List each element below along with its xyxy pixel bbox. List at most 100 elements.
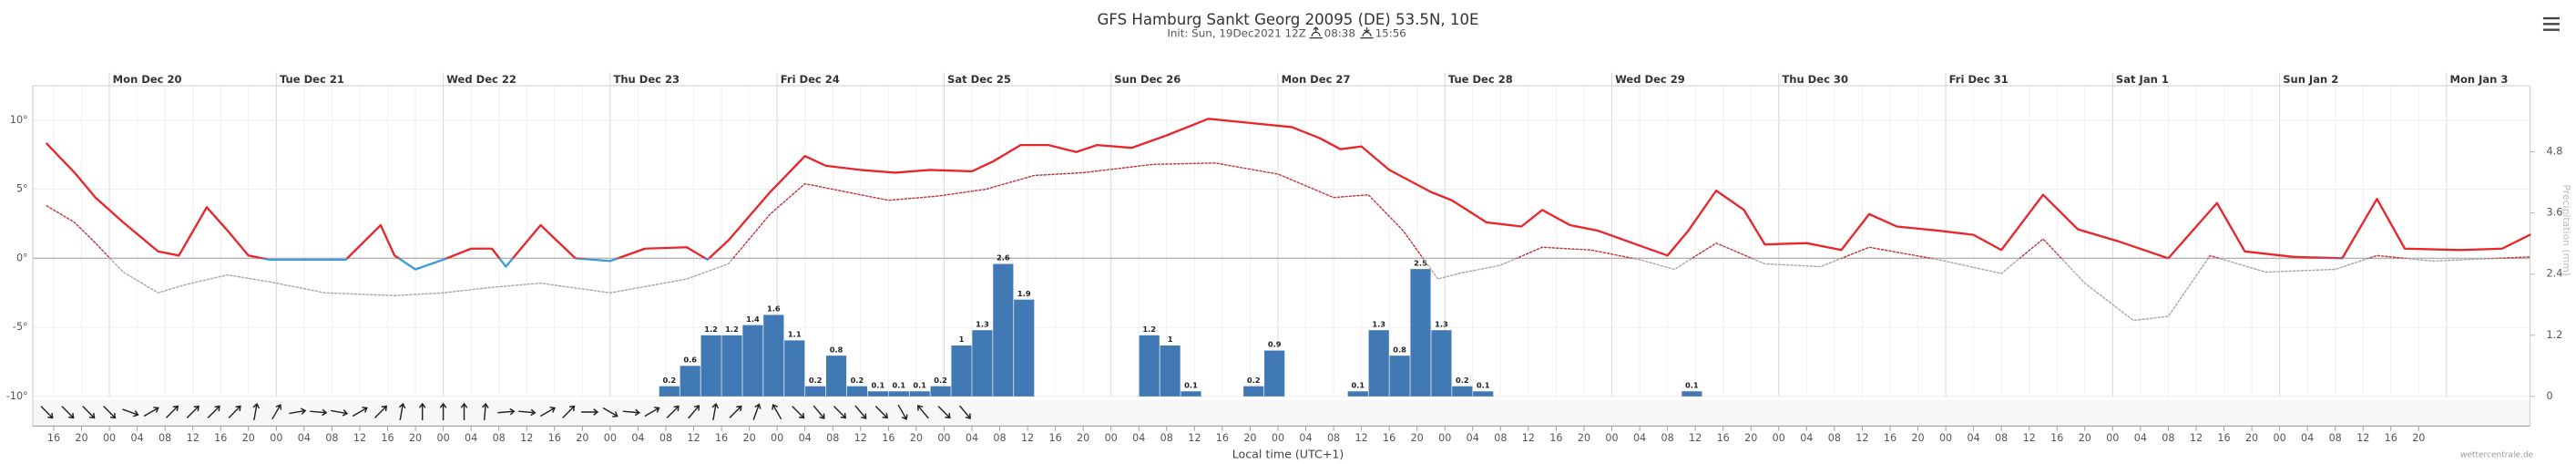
x-tick-label: 04 [1800, 432, 1813, 444]
wind-arrow [937, 406, 951, 419]
x-tick-label: 00 [103, 432, 116, 444]
x-tick-label: 04 [131, 432, 144, 444]
x-tick-label: 20 [2079, 432, 2091, 444]
wind-arrow [482, 402, 489, 421]
precipitation-bar [805, 386, 826, 397]
precipitation-label: 0.1 [1351, 380, 1365, 389]
day-label: Mon Jan 3 [2449, 73, 2508, 86]
x-tick-label: 08 [493, 432, 506, 444]
x-tick-label: 16 [1048, 432, 1061, 444]
wind-arrow [518, 408, 537, 417]
x-tick-label: 12 [2356, 432, 2369, 444]
wind-arrow [122, 408, 139, 418]
temperature-line [46, 118, 2531, 271]
x-tick-label: 20 [910, 432, 923, 444]
x-tick-label: 16 [1216, 432, 1229, 444]
x-tick-label: 16 [1383, 432, 1395, 444]
x-tick-label: 20 [1077, 432, 1089, 444]
precipitation-label: 0.8 [830, 345, 843, 354]
day-label: Mon Dec 27 [1282, 73, 1351, 86]
wind-arrow [82, 406, 96, 419]
y-tick-label: 10° [10, 114, 28, 126]
menu-button[interactable] [2540, 14, 2562, 35]
precipitation-label: 1.9 [1017, 289, 1031, 298]
day-label: Fri Dec 24 [781, 73, 840, 86]
wind-arrow [622, 408, 640, 417]
sunrise-time: 08:38 [1324, 27, 1355, 40]
precipitation-bar [867, 391, 888, 397]
x-tick-label: 08 [993, 432, 1006, 444]
x-tick-label: 20 [576, 432, 588, 444]
x-tick-label: 08 [1494, 432, 1507, 444]
x-tick-label: 08 [659, 432, 672, 444]
x-tick-label: 16 [1549, 432, 1562, 444]
precipitation-label: 0.2 [934, 376, 947, 385]
wind-arrow [310, 408, 328, 417]
day-label: Thu Dec 30 [1782, 73, 1848, 86]
wind-arrow [539, 407, 557, 418]
day-label: Thu Dec 23 [613, 73, 680, 86]
precipitation-bar [1243, 386, 1264, 397]
x-tick-label: 00 [1939, 432, 1952, 444]
x-tick-label: 00 [604, 432, 617, 444]
day-label: Sat Jan 1 [2116, 73, 2169, 86]
x-tick-label: 12 [187, 432, 199, 444]
precipitation-bar [1368, 330, 1389, 397]
x-tick-label: 08 [325, 432, 338, 444]
precipitation-bar [1410, 269, 1431, 397]
precipitation-label: 0.2 [809, 376, 823, 385]
precipitation-bar [846, 386, 868, 397]
x-tick-label: 04 [799, 432, 812, 444]
x-tick-label: 20 [743, 432, 756, 444]
x-tick-label: 12 [1021, 432, 1034, 444]
init-time: Init: Sun, 19Dec2021 12Z [1167, 27, 1305, 40]
precipitation-label: 0.1 [1184, 380, 1198, 389]
x-tick-label: 16 [214, 432, 227, 444]
x-tick-label: 04 [1467, 432, 1479, 444]
wind-arrow [813, 405, 825, 419]
x-tick-label: 12 [2190, 432, 2203, 444]
wind-arrow [186, 405, 199, 418]
precipitation-bar [1139, 335, 1160, 397]
day-label: Tue Dec 28 [1448, 73, 1513, 86]
day-label: Mon Dec 20 [113, 73, 182, 86]
y2-axis-title: Precipitation (mm) [2561, 184, 2572, 276]
wind-arrow [497, 407, 516, 416]
precipitation-label: 0.9 [1268, 340, 1282, 349]
sunset-icon [1360, 26, 1374, 39]
x-tick-label: 16 [1717, 432, 1730, 444]
credit: wettercentrale.de [2460, 450, 2534, 459]
wind-arrow [711, 402, 720, 420]
day-label: Sun Jan 2 [2283, 73, 2338, 86]
wind-arrow [688, 405, 700, 419]
wind-arrow [61, 406, 75, 419]
x-tick-label: 20 [1744, 432, 1757, 444]
day-label: Sat Dec 25 [947, 73, 1011, 86]
x-tick-label: 00 [270, 432, 282, 444]
x-tick-label: 08 [1327, 432, 1340, 444]
wind-arrow [729, 405, 742, 418]
y2-tick-label: 2.4 [2547, 268, 2563, 280]
wind-arrow [398, 402, 406, 420]
wind-arrow [916, 405, 929, 419]
y2-tick-label: 0 [2547, 390, 2553, 402]
x-tick-label: 00 [1272, 432, 1284, 444]
y-tick-label: -10° [6, 390, 28, 402]
precipitation-label: 0.2 [851, 376, 864, 385]
y2-tick-label: 3.6 [2547, 207, 2563, 219]
x-tick-label: 00 [437, 432, 450, 444]
precipitation-bar [972, 330, 993, 397]
precipitation-label: 1.2 [1142, 325, 1156, 334]
precipitation-label: 0.1 [872, 380, 885, 389]
wind-arrow [207, 405, 220, 418]
x-tick-label: 12 [1188, 432, 1201, 444]
precipitation-bar [1389, 356, 1410, 397]
precipitation-label: 0.2 [1247, 376, 1261, 385]
precipitation-label: 0.6 [683, 356, 697, 365]
wind-arrow [792, 406, 805, 419]
sunset-time: 15:56 [1375, 27, 1406, 40]
wind-arrow [897, 404, 908, 420]
y2-tick-label: 1.2 [2547, 329, 2563, 341]
x-tick-label: 12 [854, 432, 867, 444]
x-tick-label: 00 [2106, 432, 2119, 444]
